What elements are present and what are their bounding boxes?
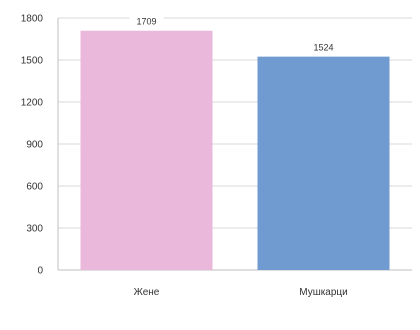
y-tick-label: 900: [26, 140, 43, 151]
data-label-background: [129, 16, 164, 28]
x-category-label: Жене: [134, 287, 160, 298]
bars: [80, 30, 390, 270]
y-tick-label: 300: [26, 224, 43, 235]
bar-mushkarci: [257, 56, 390, 270]
y-tick-label: 1800: [21, 14, 44, 25]
data-label: 1709: [136, 17, 156, 27]
y-tick-label: 600: [26, 182, 43, 193]
bar-zhene: [80, 30, 213, 270]
labels: 0 300 600 900 1200 1500 1800 1709 Жене 1524 Мушкар…: [21, 14, 348, 299]
data-label-background: [306, 42, 341, 54]
y-tick-label: 1500: [21, 56, 44, 67]
data-label: 1524: [313, 43, 333, 53]
x-category-label: Мушкарци: [299, 287, 348, 298]
y-tick-label: 1200: [21, 98, 44, 109]
y-tick-label: 0: [37, 266, 43, 277]
